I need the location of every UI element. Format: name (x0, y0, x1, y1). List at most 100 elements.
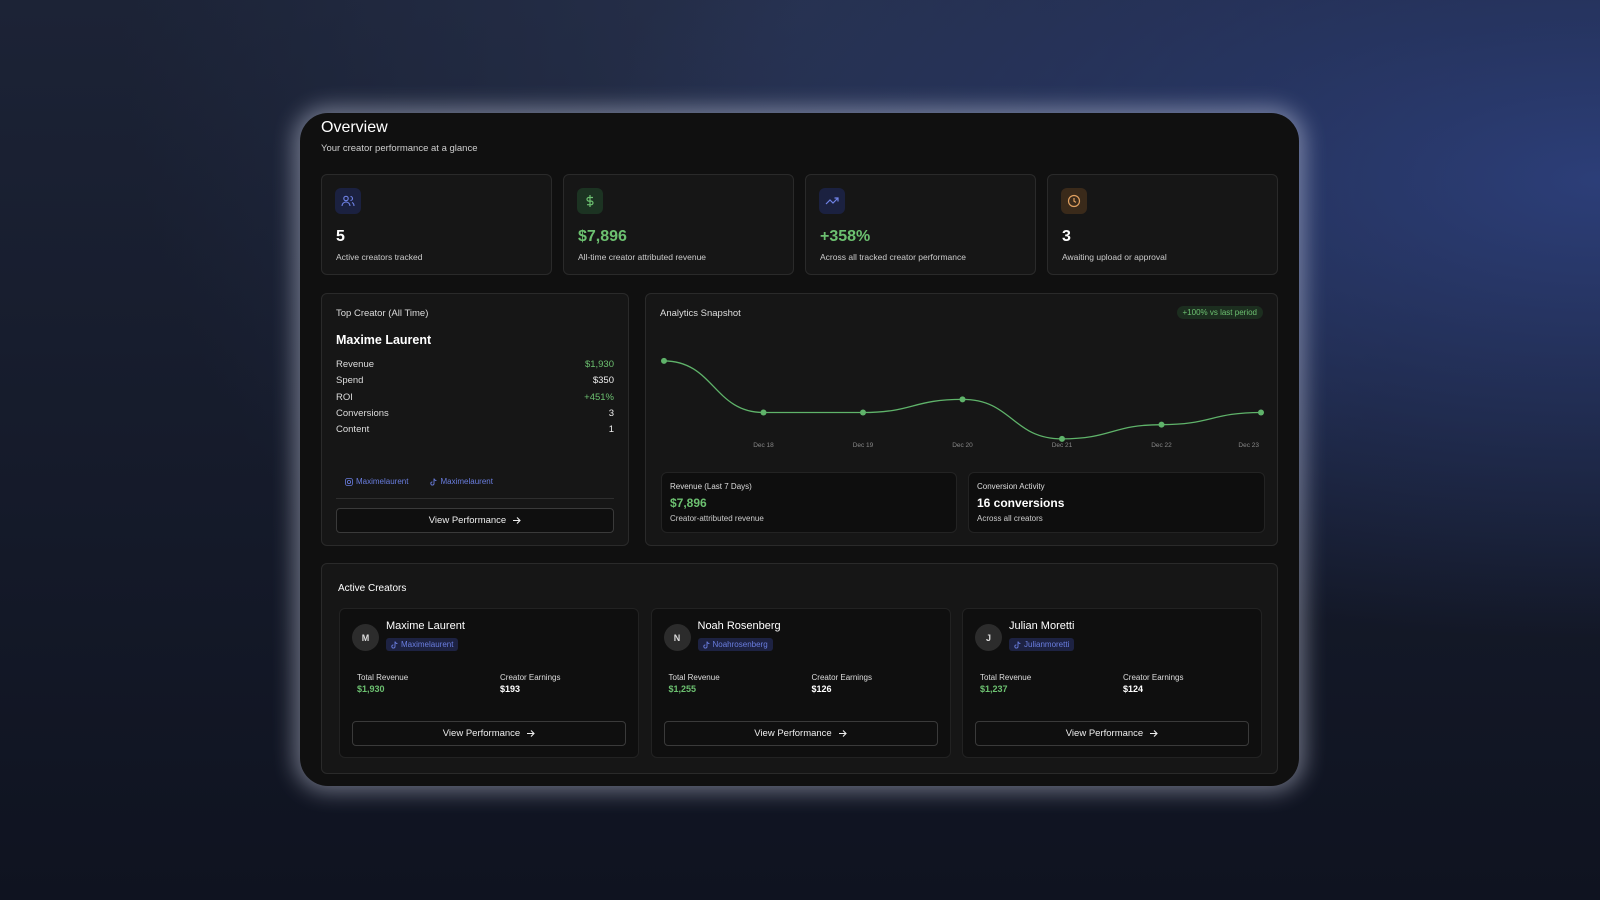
point (760, 409, 767, 416)
earnings-value: $193 (500, 684, 521, 694)
active-creators-section: Active Creators M Maxime Laurent Maximelau… (321, 563, 1278, 774)
button-label: View Performance (754, 728, 832, 739)
button-label: View Performance (442, 728, 521, 739)
handles: Maximelaurent Maximelaurent (340, 475, 498, 488)
view-performance-button[interactable]: View Performance (352, 721, 626, 746)
analytics-card: Analytics Snapshot +100% vs last period … (645, 293, 1278, 546)
box-value: 16 conversions (977, 496, 1065, 510)
view-performance-button[interactable]: View Performance (336, 508, 614, 533)
point (860, 409, 866, 416)
metric-value: 3 (608, 407, 614, 419)
metric-row: ROI +451% (336, 392, 614, 403)
metric-label: Spend (336, 375, 364, 387)
instagram-handle: Maximelaurent (340, 475, 413, 488)
x-tick-label: Dec 19 (853, 442, 874, 449)
stat-label: All-time creator attributed revenue (578, 252, 707, 262)
clock-icon (1061, 188, 1087, 214)
stat-card: $7,896 All-time creator attributed reven… (563, 174, 794, 275)
earnings-label: Creator Earnings (811, 673, 872, 682)
revenue-label: Total Revenue (357, 673, 409, 682)
point (661, 357, 667, 364)
metric-label: Revenue (336, 359, 375, 370)
box-title: Conversion Activity (977, 482, 1045, 491)
box-title: Revenue (Last 7 Days) (670, 482, 752, 491)
creator-handle: Maximelaurent (386, 638, 459, 651)
x-tick-label: Dec 21 (1052, 442, 1073, 449)
summary-box: Conversion Activity 16 conversions Acros… (968, 472, 1265, 533)
metric-value: +451% (584, 391, 614, 403)
creator-name: Julian Moretti (1009, 620, 1075, 632)
box-caption: Across all creators (977, 514, 1043, 523)
metric-value: $1,930 (584, 359, 614, 370)
revenue-value: $1,255 (668, 684, 697, 694)
earnings-value: $126 (811, 684, 832, 694)
handle-text: Julianmoretti (1024, 640, 1070, 649)
creator-handle: Noahrosenberg (697, 638, 773, 651)
creator-card: N Noah Rosenberg Noahrosenberg Total Revenu… (650, 608, 951, 758)
page-subtitle: Your creator performance at a glance (321, 143, 478, 154)
page-title: Overview (321, 119, 388, 136)
stat-value: 3 (1062, 228, 1071, 245)
earnings-label: Creator Earnings (1123, 673, 1184, 682)
stat-card: +358% Across all tracked creator perform… (805, 174, 1036, 275)
stat-value: $7,896 (578, 228, 627, 245)
stat-value: 5 (336, 228, 345, 245)
section-heading: Active Creators (338, 583, 407, 594)
earnings-label: Creator Earnings (500, 673, 561, 682)
stat-label: Across all tracked creator performance (820, 252, 966, 262)
creator-name: Noah Rosenberg (697, 620, 781, 632)
overview-panel: Overview Your creator performance at a g… (300, 113, 1299, 786)
creator-card: J Julian Moretti Julianmoretti Total Revenu… (962, 608, 1262, 758)
avatar: M (352, 624, 379, 651)
stat-card: 3 Awaiting upload or approval (1047, 174, 1278, 275)
metric-label: ROI (336, 391, 353, 403)
x-tick-label: Dec 18 (753, 442, 774, 449)
point (1059, 435, 1065, 442)
trend-icon (819, 188, 845, 214)
avatar: J (975, 624, 1002, 651)
users-icon (335, 188, 361, 214)
revenue-value: $1,237 (980, 684, 1008, 694)
revenue-value: $1,930 (357, 684, 385, 694)
metric-row: Spend $350 (336, 375, 614, 386)
line-chart: Dec 18 Dec 19 Dec 20 Dec 21 Dec 22 Dec 23 (661, 357, 1264, 449)
creator-name: Maxime Laurent (336, 333, 432, 347)
metric-row: Revenue $1,930 (336, 359, 614, 370)
stat-card: 5 Active creators tracked (321, 174, 552, 275)
box-value: $7,896 (670, 496, 707, 510)
x-tick-label: Dec 20 (952, 442, 973, 449)
button-label: View Performance (1065, 728, 1144, 739)
metric-label: Conversions (336, 407, 389, 419)
box-caption: Creator-attributed revenue (670, 514, 764, 523)
stat-value: +358% (820, 228, 871, 245)
metric-label: Content (336, 424, 370, 436)
x-tick-label: Dec 22 (1151, 442, 1172, 449)
creator-handle: Julianmoretti (1009, 638, 1075, 651)
metric-value: 1 (608, 424, 614, 436)
tiktok-handle: Maximelaurent (425, 475, 497, 488)
metric-row: Conversions 3 (336, 408, 614, 419)
earnings-value: $124 (1123, 684, 1144, 694)
point (1258, 409, 1264, 416)
change-badge: +100% vs last period (1176, 306, 1263, 319)
card-heading: Top Creator (All Time) (336, 308, 429, 319)
stat-label: Active creators tracked (336, 252, 423, 262)
summary-box: Revenue (Last 7 Days) $7,896 Creator-att… (661, 472, 957, 533)
handle-text: Noahrosenberg (712, 640, 768, 649)
x-tick-label: Dec 23 (1238, 442, 1259, 449)
handle-text: Maximelaurent (401, 640, 454, 649)
creator-card: M Maxime Laurent Maximelaurent Total Revenu… (339, 608, 639, 758)
handle-text: Maximelaurent (440, 477, 493, 486)
revenue-label: Total Revenue (668, 673, 720, 682)
metric-row: Content 1 (336, 424, 614, 435)
card-heading: Analytics Snapshot (660, 308, 741, 319)
revenue-label: Total Revenue (980, 673, 1032, 682)
view-performance-button[interactable]: View Performance (975, 721, 1249, 746)
view-performance-button[interactable]: View Performance (663, 721, 938, 746)
dollar-icon (577, 188, 603, 214)
point (1158, 421, 1165, 428)
creator-name: Maxime Laurent (386, 620, 465, 632)
point (959, 396, 966, 403)
top-creator-card: Top Creator (All Time) Maxime Laurent Ma… (321, 293, 629, 546)
